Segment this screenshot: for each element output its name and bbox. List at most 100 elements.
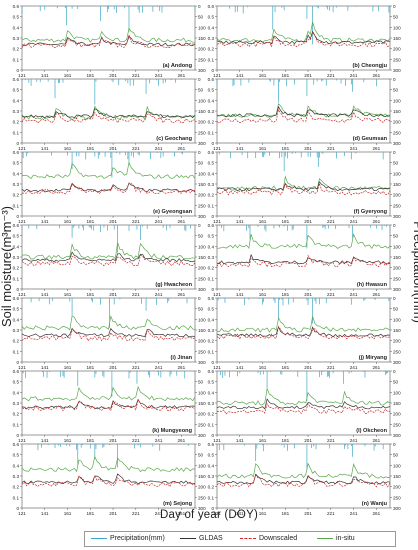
x-tick-label: 161: [64, 292, 72, 297]
series-insitu: [216, 21, 391, 43]
x-tick-label: 141: [236, 365, 244, 370]
y2-tick-label: 50: [393, 307, 399, 312]
y2-tick-label: 300: [393, 433, 401, 438]
x-tick-label: 181: [281, 146, 289, 151]
y2-tick-label: 150: [198, 255, 206, 260]
x-tick-label: 141: [41, 511, 49, 516]
y2-tick-label: 150: [393, 401, 401, 406]
x-tick-label: 201: [109, 292, 117, 297]
subplot-label: (f) Gyeryong: [354, 209, 388, 215]
y2-tick-label: 150: [393, 182, 401, 187]
x-tick-label: 261: [178, 511, 186, 516]
x-tick-label: 141: [41, 73, 49, 78]
y2-tick-label: 300: [198, 506, 206, 511]
y-tick-label: 0.5: [13, 380, 20, 385]
y2-axis-title: Precipitation(mm): [411, 221, 418, 323]
legend-swatch-insitu: [317, 537, 333, 539]
legend-label: Precipitation(mm): [110, 535, 165, 542]
series-insitu: [21, 455, 196, 473]
subplot-label: (e) Gyeongsan: [153, 209, 192, 215]
y2-tick-label: 50: [393, 161, 399, 166]
x-tick-label: 121: [18, 365, 26, 370]
x-tick-label: 201: [304, 511, 312, 516]
y2-tick-label: 300: [198, 433, 206, 438]
y-tick-label: 0.5: [208, 307, 215, 312]
subplot-label: (b) Cheongju: [353, 63, 388, 69]
y2-tick-label: 0: [198, 4, 201, 9]
x-tick-label: 201: [109, 146, 117, 151]
subplot-10: 0 0.1 0.2 0.3 0.4 0.5 0.6 0 50 100 150 200 250 300 121…: [208, 296, 402, 370]
series-gldas: [216, 30, 391, 45]
y2-tick-label: 300: [393, 141, 401, 146]
series-insitu: [216, 233, 391, 250]
plot-frame: [21, 5, 196, 71]
y-tick-label: 0.5: [13, 161, 20, 166]
plot-frame: [216, 5, 391, 71]
y-tick-label: 0.3: [13, 474, 20, 479]
subplot-8: 0 0.1 0.2 0.3 0.4 0.5 0.6 0 50 100 150 200 250 300 121…: [208, 223, 402, 297]
y-tick-label: 0.1: [208, 130, 215, 135]
y2-tick-label: 0: [198, 296, 201, 301]
y-tick-label: 0.2: [208, 120, 215, 125]
y-tick-label: 0.3: [13, 36, 20, 41]
y-tick-label: 0.4: [208, 463, 215, 468]
legend-item-gldas: GLDAS: [180, 534, 223, 544]
y2-tick-label: 200: [393, 485, 401, 490]
y2-tick-label: 0: [393, 4, 396, 9]
legend-item-insitu: in-situ: [317, 534, 355, 544]
y2-tick-label: 150: [198, 109, 206, 114]
y-tick-label: 0.5: [208, 234, 215, 239]
x-tick-label: 161: [259, 219, 267, 224]
y-tick-label: 0.3: [208, 401, 215, 406]
series-downscaled: [21, 329, 196, 342]
x-tick-label: 181: [281, 292, 289, 297]
y2-tick-label: 0: [393, 77, 396, 82]
x-tick-label: 161: [259, 292, 267, 297]
y-tick-label: 0.4: [208, 390, 215, 395]
y2-tick-label: 250: [393, 276, 401, 281]
plot-frame: [21, 151, 196, 217]
y2-tick-label: 100: [198, 25, 206, 30]
legend-swatch-downscaled: [240, 537, 256, 539]
x-tick-label: 201: [109, 219, 117, 224]
series-downscaled: [216, 254, 391, 268]
x-tick-label: 161: [64, 73, 72, 78]
subplot-label: (j) Miryang: [359, 355, 388, 361]
y2-tick-label: 0: [393, 442, 396, 447]
y-tick-label: 0.2: [13, 47, 20, 52]
x-tick-label: 241: [350, 73, 358, 78]
x-tick-label: 141: [41, 365, 49, 370]
y-tick-label: 0.3: [13, 401, 20, 406]
y2-tick-label: 250: [393, 57, 401, 62]
y2-tick-label: 100: [198, 463, 206, 468]
series-downscaled: [21, 33, 196, 49]
subplot-label: (i) Jinan: [171, 355, 193, 361]
y2-tick-label: 250: [393, 422, 401, 427]
series-insitu: [216, 316, 391, 333]
series-downscaled: [216, 402, 391, 415]
series-downscaled: [22, 182, 196, 195]
y-tick-label: 0.3: [208, 474, 215, 479]
x-tick-label: 241: [155, 511, 163, 516]
x-tick-label: 261: [178, 146, 186, 151]
x-tick-label: 261: [373, 146, 381, 151]
x-tick-label: 121: [213, 292, 221, 297]
x-tick-label: 261: [178, 73, 186, 78]
x-tick-label: 201: [304, 438, 312, 443]
x-tick-label: 221: [132, 511, 140, 516]
y2-tick-label: 250: [198, 57, 206, 62]
y2-tick-label: 150: [393, 474, 401, 479]
y2-tick-label: 200: [198, 485, 206, 490]
y-tick-label: 0.4: [208, 244, 215, 249]
y-tick-label: 0.2: [13, 485, 20, 490]
y2-tick-label: 50: [198, 380, 204, 385]
y-tick-label: 0.1: [13, 495, 20, 500]
y2-tick-label: 300: [393, 68, 401, 73]
y2-tick-label: 100: [393, 390, 401, 395]
y2-tick-label: 100: [393, 171, 401, 176]
x-tick-label: 181: [86, 73, 94, 78]
series-gldas: [21, 108, 196, 119]
subplot-label: (l) Okcheon: [356, 428, 387, 434]
x-tick-label: 121: [213, 146, 221, 151]
x-tick-label: 161: [259, 73, 267, 78]
